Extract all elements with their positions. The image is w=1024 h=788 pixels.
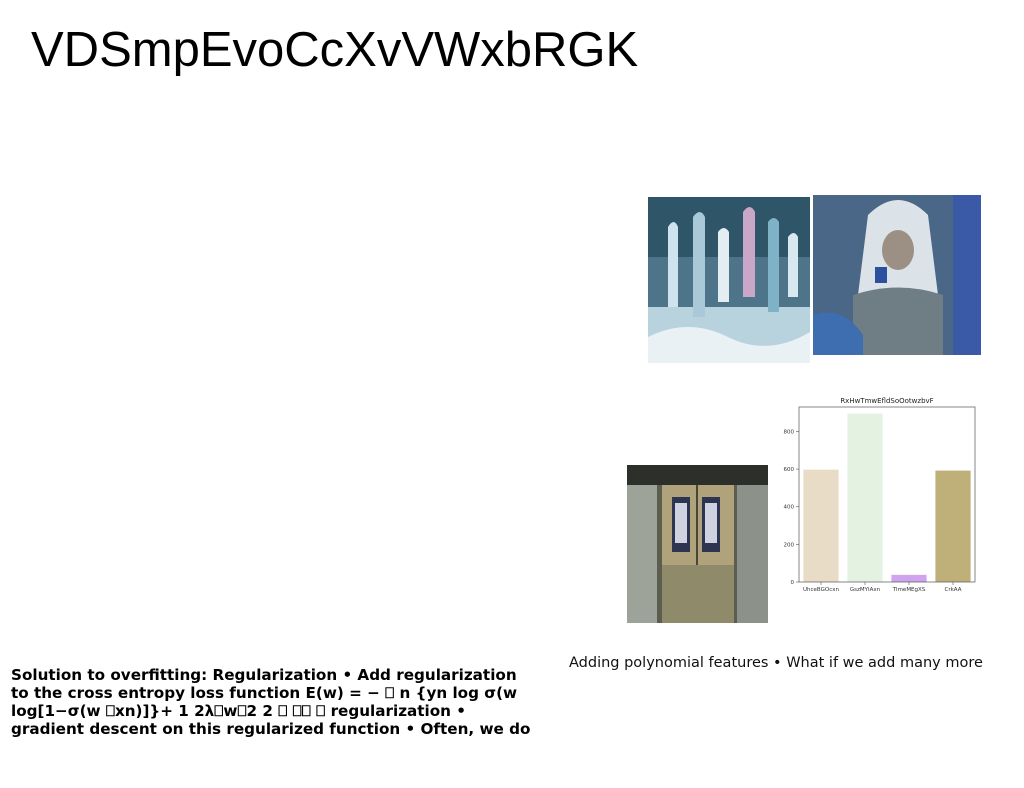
- body-line: Solution to overfitting: Regularization …: [11, 666, 517, 684]
- chart-bar: [803, 469, 839, 582]
- y-tick-label: 400: [784, 505, 795, 511]
- slide-title: VDSmpEvoCcXvVWxbRGK: [31, 23, 639, 77]
- chart-plot-frame: [798, 406, 976, 583]
- y-tick-label: 200: [784, 542, 795, 548]
- painting-figures-image: [648, 197, 810, 363]
- body-line: log[1−σ(w ⎕xn)]}+ 1 2λ⎕w⎕2 2 ⎕ ⎕⎕ ⎕ regu…: [11, 702, 466, 720]
- x-tick-label: GszMYIAxn: [850, 587, 881, 593]
- body-line: gradient descent on this regularized fun…: [11, 720, 531, 738]
- y-tick-label: 800: [784, 429, 795, 435]
- y-tick-label: 600: [784, 467, 795, 473]
- body-line: to the cross entropy loss function E(w) …: [11, 684, 518, 702]
- chart-bar: [847, 413, 883, 582]
- chart-bar: [891, 574, 927, 582]
- slide-body-text: Solution to overfitting: Regularization …: [11, 666, 556, 738]
- chart-title: RxHwTmwEfldSoOotwzbvF: [840, 397, 933, 405]
- chart-bar: [935, 470, 971, 582]
- bar-chart: RxHwTmwEfldSoOotwzbvF 0 200 400 600 800 Uhce…: [784, 397, 976, 593]
- x-tick-label: TlmeMEgXS: [892, 587, 926, 593]
- y-tick-label: 0: [791, 580, 795, 586]
- x-tick-label: UhceBGOcxn: [803, 587, 839, 593]
- old-doorway-image: [627, 465, 768, 623]
- x-tick-label: CrkAA: [945, 587, 962, 593]
- woman-with-cup-image: [813, 195, 981, 355]
- right-caption: Adding polynomial features • What if we …: [569, 655, 983, 671]
